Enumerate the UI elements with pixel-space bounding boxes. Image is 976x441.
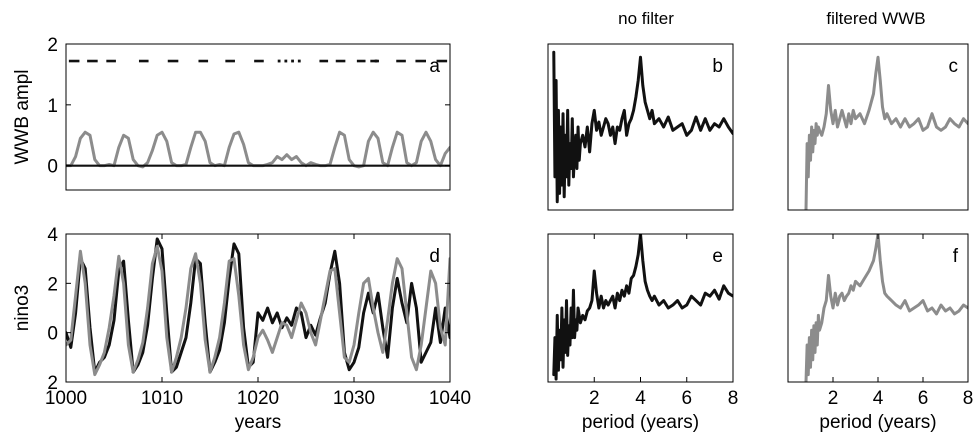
panel-label-a: a [429,56,440,77]
series-line-c-0 [804,55,968,210]
series-line-e-0 [552,234,733,381]
panel-d: 2 0 2 4 1000 1010 1020 1030 1040 d nino3 years [12,225,471,433]
event-dot [284,59,288,63]
y-tick-label: 2 [47,35,58,56]
panel-label-e: e [712,246,723,267]
col-title-filtered-wwb: filtered WWB [826,9,925,28]
panel-a: 0 1 2 a WWB ampl [12,35,451,191]
x-tick-label: 1030 [333,388,375,409]
y-tick-label: 2 [47,274,58,295]
y-tick-label: 0 [47,157,58,178]
series-line-a-0 [66,130,450,169]
axes-frame-c [787,43,969,211]
x-tick-label: 2 [589,388,600,409]
panel-f: 2 4 6 8 f period (years) [787,233,974,433]
y-axis-label: WWB ampl [12,70,33,165]
panel-label-d: d [429,246,440,267]
series-line-b-0 [552,50,733,204]
event-dot [277,59,281,63]
panel-b: b [547,43,734,211]
x-tick-label: 4 [873,388,884,409]
event-dot [291,59,294,63]
x-tick-label: 1000 [45,388,87,409]
x-axis-label: period (years) [819,412,936,433]
event-dot [297,59,301,63]
x-tick-label: 8 [728,388,739,409]
x-tick-label: 1010 [141,388,183,409]
y-tick-label: 2 [47,373,58,394]
panel-label-c: c [949,56,959,77]
axes-frame-a [65,43,451,191]
panel-e: 2 4 6 8 e period (years) [547,233,739,433]
series-line-f-0 [804,234,968,382]
axes-frame-b [547,43,734,211]
series-line-d-1 [66,244,450,377]
axes-frame-e [547,233,734,383]
x-tick-label: 4 [635,388,646,409]
x-tick-label: 1020 [237,388,279,409]
x-tick-label: 6 [918,388,929,409]
y-tick-label: 4 [47,225,58,246]
series-line-d-0 [66,237,450,374]
x-tick-label: 2 [828,388,839,409]
y-tick-label: 1 [47,96,58,117]
y-tick-label: 0 [47,324,58,345]
panel-label-f: f [953,246,959,267]
x-tick-label: 1040 [429,388,471,409]
panel-label-b: b [712,56,723,77]
y-axis-label: nino3 [12,285,33,332]
panel-c: c [787,43,969,211]
x-tick-label: 6 [681,388,692,409]
x-axis-label: years [235,412,281,433]
x-tick-label: 8 [963,388,974,409]
col-title-no-filter: no filter [618,9,674,28]
event-dot [374,59,378,63]
x-axis-label: period (years) [582,412,699,433]
